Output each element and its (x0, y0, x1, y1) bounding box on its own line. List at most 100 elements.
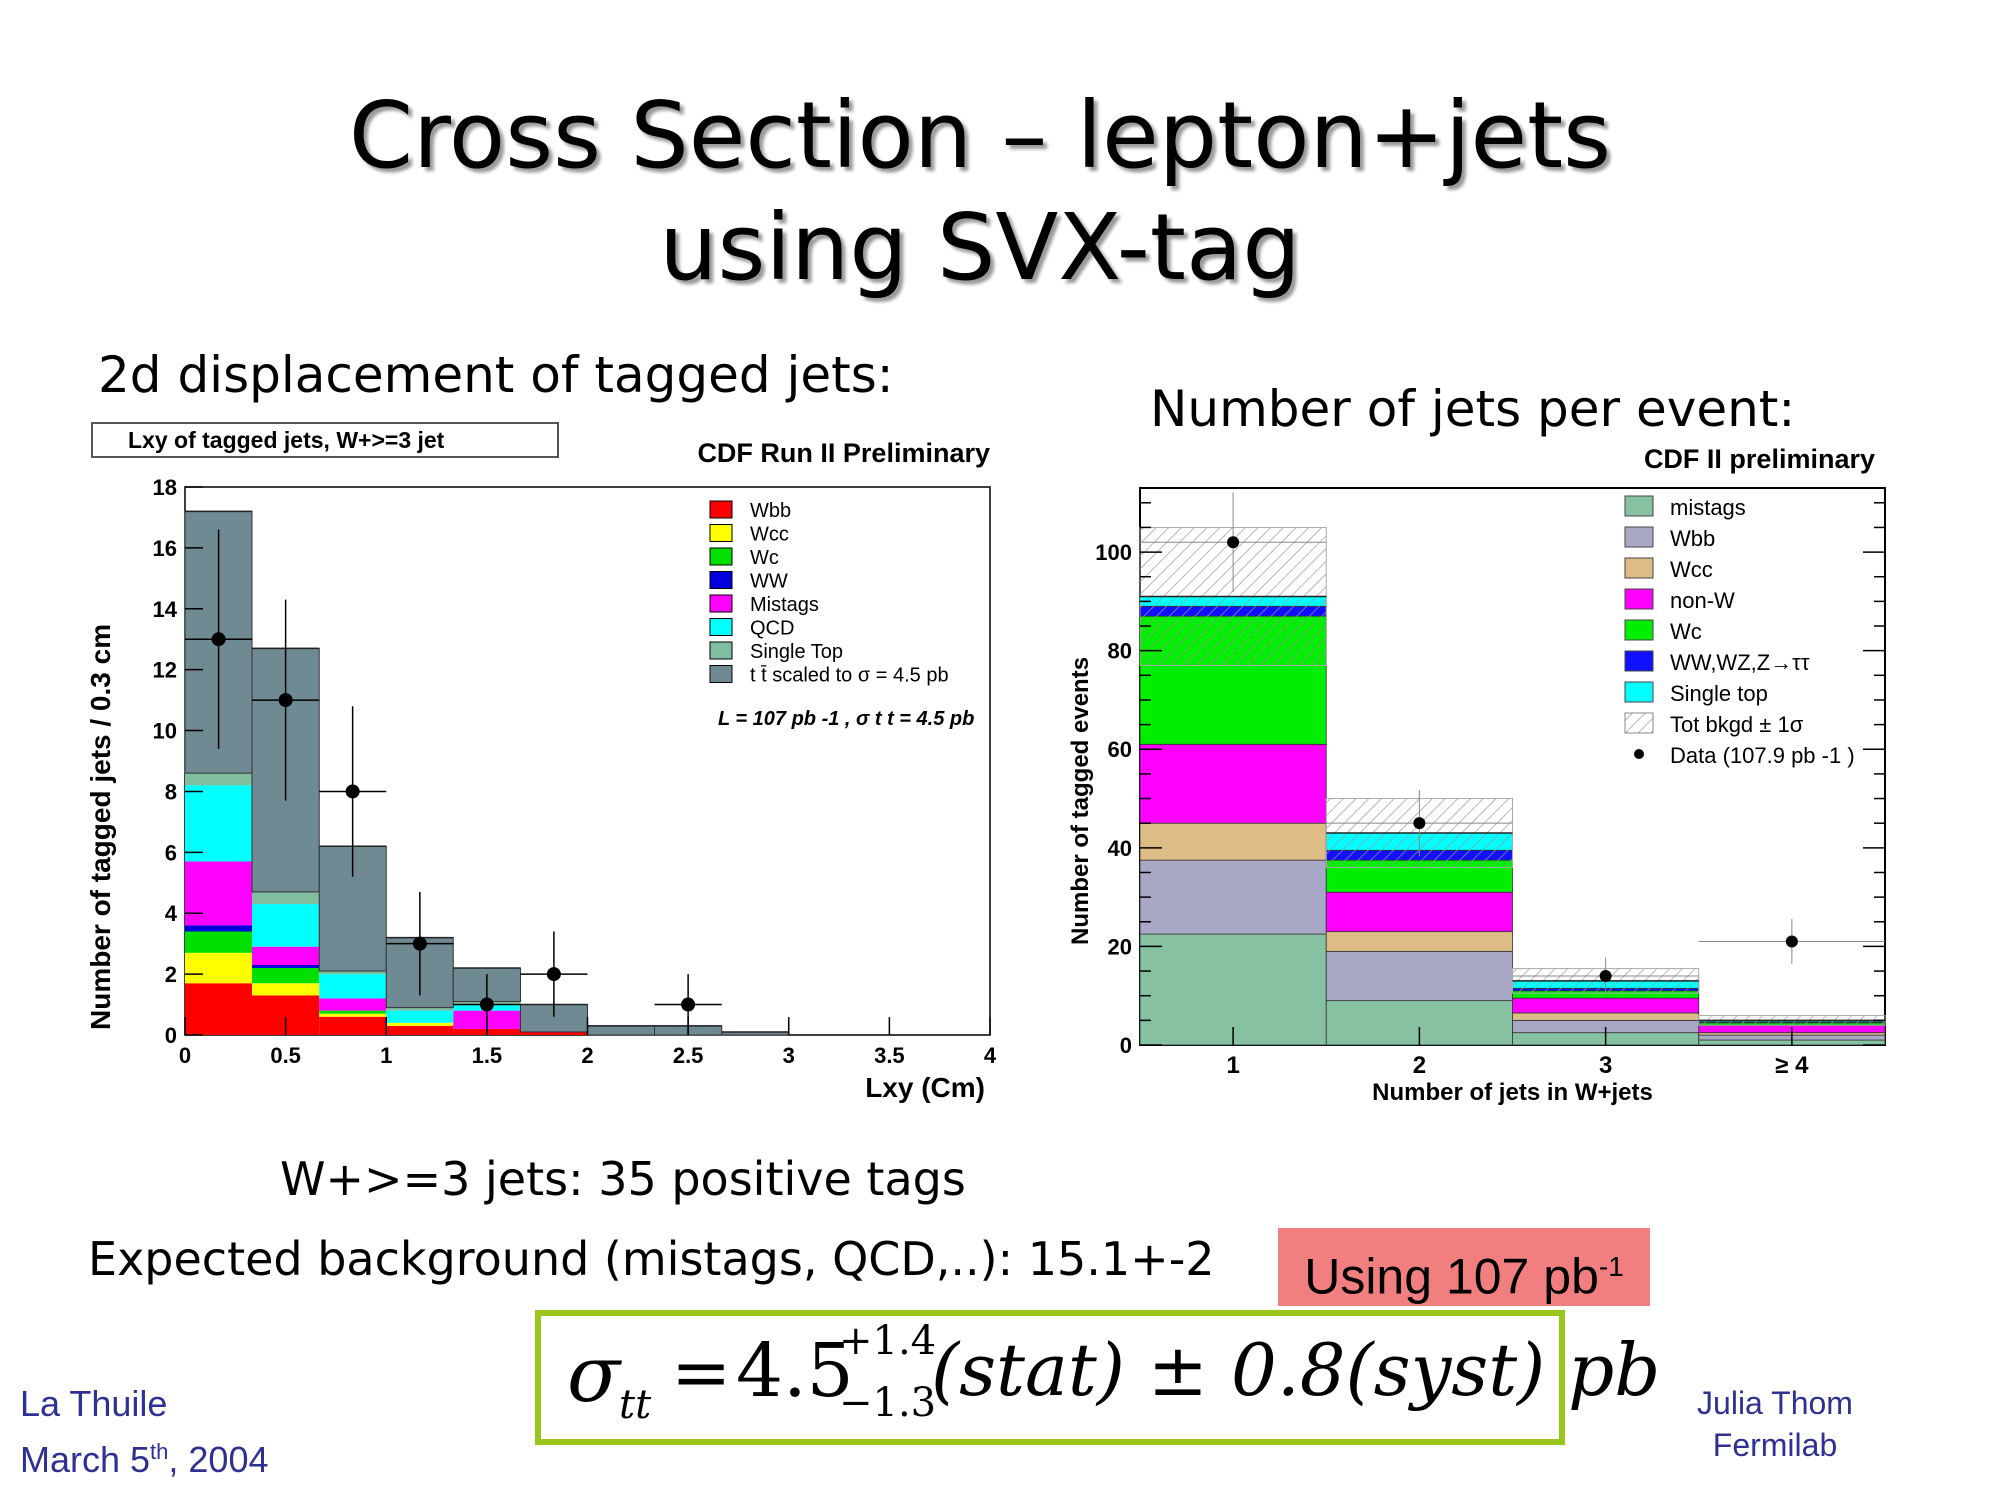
chart-label-box-text: Lxy of tagged jets, W+>=3 jet (128, 427, 445, 453)
data-point (1413, 817, 1426, 830)
bar-segment (185, 931, 253, 953)
y-axis-label: Number of tagged events (1067, 657, 1094, 945)
left-chart-heading: 2d displacement of tagged jets: (98, 346, 894, 404)
bar-segment (1139, 859, 1327, 935)
legend-swatch (709, 618, 733, 636)
luminosity-text: Using 107 pb (1304, 1248, 1599, 1305)
legend-label: Wbb (1670, 526, 1715, 551)
x-tick-label: 3 (783, 1043, 795, 1068)
y-tick-label: 10 (153, 719, 177, 744)
legend-swatch-band (1624, 712, 1654, 734)
x-tick-label: ≥ 4 (1775, 1052, 1809, 1079)
bar-segment (1512, 997, 1700, 1014)
bar-segment (520, 1031, 588, 1035)
legend-label: non-W (1670, 588, 1735, 613)
bar-segment (252, 983, 320, 996)
y-axis-label: Number of tagged jets / 0.3 cm (85, 624, 116, 1030)
legend-swatch (1624, 650, 1654, 672)
lumi-label: L = 107 pb -1 , σ t t = 4.5 pb (718, 708, 974, 730)
legend-label: mistags (1670, 495, 1746, 520)
legend-label: Tot bkgd ± 1σ (1670, 712, 1804, 737)
legend-swatch (1624, 526, 1654, 548)
footer-institution: Fermilab (1712, 1427, 1838, 1463)
legend-swatch (709, 500, 733, 519)
y-tick-label: 100 (1095, 540, 1132, 565)
legend-label: Single top (1670, 681, 1768, 706)
formula-upper-error: +1.4 (839, 1318, 937, 1364)
legend-label: Wc (1670, 619, 1702, 644)
data-point (681, 997, 696, 1012)
chart-title: CDF Run II Preliminary (697, 438, 990, 468)
y-tick-label: 0 (165, 1023, 177, 1048)
legend-label: Wcc (750, 524, 789, 546)
footer-date-suffix: th (150, 1439, 169, 1464)
x-tick-label: 3.5 (874, 1043, 905, 1068)
bar-segment (319, 1010, 387, 1014)
legend-label: Mistags (750, 594, 819, 616)
bar-segment (185, 773, 253, 786)
x-tick-label: 2 (1413, 1052, 1426, 1079)
chart-title: CDF II preliminary (1644, 445, 1875, 474)
bar-segment (252, 946, 320, 965)
x-tick-label: 1 (1226, 1052, 1239, 1079)
legend-data-marker (1634, 749, 1644, 759)
legend-swatch (709, 524, 733, 542)
legend-swatch (709, 547, 733, 566)
bar-segment (386, 1022, 454, 1026)
legend-label: WW,WZ,Z→ττ (1670, 650, 1810, 675)
data-point (211, 632, 226, 647)
bar-segment (1512, 1012, 1700, 1021)
bar-segment (252, 891, 320, 905)
y-tick-label: 2 (165, 962, 177, 987)
luminosity-badge: Using 107 pb-1 (1278, 1228, 1650, 1306)
x-tick-label: 1 (380, 1043, 392, 1068)
formula-subscript: tt (619, 1382, 652, 1428)
x-tick-label: 0.5 (270, 1043, 301, 1068)
y-tick-label: 18 (153, 475, 177, 500)
bar-segment (319, 971, 387, 975)
footer-date-month: March 5 (20, 1439, 151, 1480)
bar-segment (319, 974, 387, 999)
formula-sigma: σ (567, 1330, 621, 1420)
y-tick-label: 8 (165, 779, 177, 804)
y-tick-label: 0 (1120, 1033, 1132, 1058)
expected-background-text: Expected background (mistags, QCD,..): 1… (88, 1232, 1215, 1286)
slide-title: Cross Section – lepton+jets using SVX-ta… (0, 80, 1960, 304)
y-tick-label: 16 (153, 536, 177, 561)
bar-segment (185, 983, 253, 1035)
footer-author: Julia Thom (1697, 1385, 1853, 1421)
x-axis-label: Lxy (Cm) (865, 1072, 985, 1103)
bar-segment (185, 785, 253, 862)
x-tick-label: 2 (581, 1043, 593, 1068)
x-tick-label: 2.5 (673, 1043, 704, 1068)
legend-label: Wc (750, 547, 779, 569)
x-tick-label: 4 (984, 1043, 997, 1068)
y-tick-label: 12 (153, 658, 177, 683)
bar-segment (319, 1013, 387, 1017)
legend-label: WW (750, 571, 788, 593)
title-line-2: using SVX-tag (659, 194, 1301, 301)
y-tick-label: 40 (1108, 836, 1132, 861)
bar-segment (386, 1025, 454, 1035)
y-tick-label: 80 (1108, 639, 1132, 664)
data-point (546, 967, 561, 982)
bar-segment (1325, 931, 1513, 952)
bar-segment (587, 1025, 656, 1036)
bar-segment (1325, 950, 1513, 1002)
legend-swatch (1624, 557, 1654, 579)
legend-label: Single Top (750, 641, 843, 663)
data-point (278, 693, 293, 708)
legend-label: Wbb (750, 500, 791, 522)
formula-stat-syst: (stat) ± 0.8(syst) pb (931, 1328, 1661, 1412)
legend-swatch (709, 571, 733, 589)
lxy-histogram: Lxy of tagged jets, W+>=3 jet CDF Run II … (85, 422, 997, 1103)
bar-segment (185, 952, 253, 984)
y-tick-label: 4 (165, 901, 178, 926)
legend-swatch (1624, 681, 1654, 703)
legend-label: Wcc (1670, 557, 1713, 582)
data-point (412, 936, 427, 951)
legend-swatch (709, 594, 733, 613)
legend-swatch (709, 665, 733, 683)
legend-label: t t̄ scaled to σ = 4.5 pb (750, 664, 949, 686)
right-chart-heading: Number of jets per event: (1150, 380, 1796, 438)
